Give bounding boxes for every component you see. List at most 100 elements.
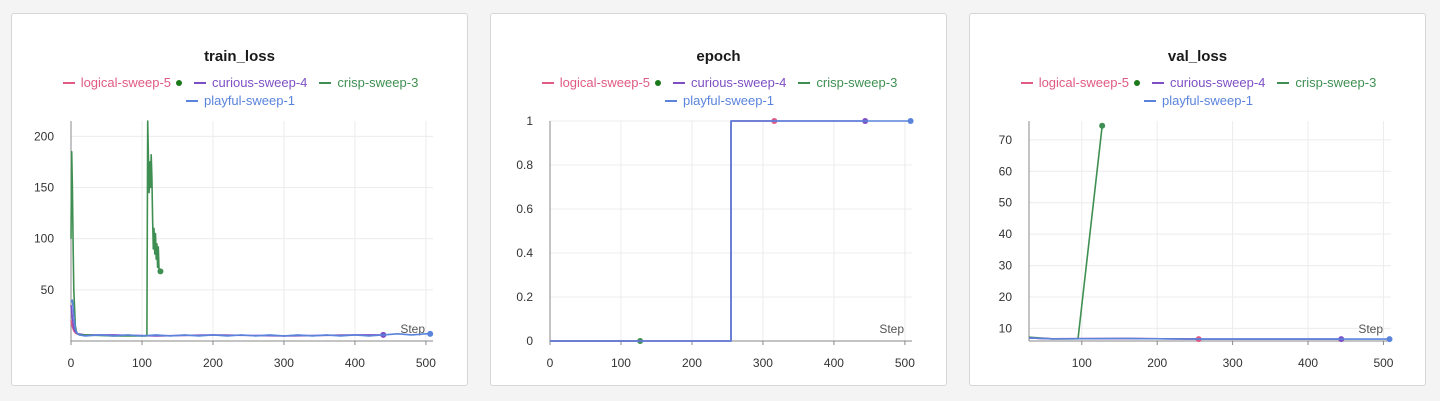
- legend-label: curious-sweep-4: [212, 75, 308, 90]
- legend-label: playful-sweep-1: [203, 93, 296, 108]
- legend-label: logical-sweep-5: [559, 75, 651, 90]
- chart-panel-train-loss[interactable]: 50 100 150 200 0 100 200 300 400 500 Step train_lo…: [11, 13, 468, 386]
- series-line-playful-sweep-1[interactable]: [1028, 337, 1390, 340]
- y-tick-label: 40: [999, 227, 1013, 241]
- x-tick-label: 500: [416, 356, 436, 370]
- chart-svg: 0 0.2 0.4 0.6 0.8 1 0 100 200 300 400 500 Step: [516, 114, 915, 370]
- series-end-marker-crisp-sweep-3: [157, 268, 164, 275]
- y-tick-label: 30: [999, 259, 1013, 273]
- x-tick-label: 300: [1223, 356, 1243, 370]
- x-tick-label: 0: [547, 356, 554, 370]
- series-line-crisp-sweep-3[interactable]: [70, 120, 161, 337]
- legend-swatch: [673, 82, 686, 84]
- legend-swatch: [664, 100, 677, 102]
- chart-panel-val-loss[interactable]: 10 20 30 40 50 60 70 100 200 300 400 500 Step val_lo…: [969, 13, 1426, 386]
- chart-title: val_loss: [1167, 48, 1228, 65]
- y-tick-label: 0.6: [516, 202, 533, 216]
- legend-item-crisp-sweep-3[interactable]: crisp-sweep-3: [798, 74, 897, 92]
- legend-label: curious-sweep-4: [1170, 75, 1266, 90]
- chart-panel-epoch[interactable]: 0 0.2 0.4 0.6 0.8 1 0 100 200 300 400 500 Step epoch…: [490, 13, 947, 386]
- active-run-dot-icon: [655, 80, 662, 86]
- y-tick-label: 0.2: [516, 290, 533, 304]
- legend-label: playful-sweep-1: [682, 93, 775, 108]
- legend-swatch: [185, 100, 198, 102]
- x-tick-label: 500: [1373, 356, 1393, 370]
- y-tick-label: 0: [526, 334, 533, 348]
- legend-swatch: [62, 82, 75, 84]
- chart-legend: logical-sweep-5 curious-sweep-4 crisp-swee…: [990, 74, 1407, 110]
- legend-swatch: [1143, 100, 1156, 102]
- chart-svg: 10 20 30 40 50 60 70 100 200 300 400 500 Step: [999, 121, 1394, 370]
- legend-label: curious-sweep-4: [691, 75, 787, 90]
- x-tick-label: 100: [1072, 356, 1092, 370]
- series-line-curious-sweep-4[interactable]: [550, 120, 866, 342]
- legend-swatch: [541, 82, 554, 84]
- y-tick-label: 50: [999, 196, 1013, 210]
- legend-item-logical-sweep-5[interactable]: logical-sweep-5: [1020, 74, 1141, 92]
- legend-label: logical-sweep-5: [80, 75, 172, 90]
- x-tick-label: 0: [68, 356, 75, 370]
- chart-svg: 50 100 150 200 0 100 200 300 400 500 Step: [34, 120, 436, 370]
- legend-item-playful-sweep-1[interactable]: playful-sweep-1: [664, 92, 775, 110]
- x-tick-label: 400: [1298, 356, 1318, 370]
- y-tick-label: 0.4: [516, 246, 533, 260]
- x-axis-label: Step: [1358, 322, 1383, 336]
- legend-swatch: [1277, 82, 1290, 84]
- legend-swatch: [319, 82, 332, 84]
- legend-label: crisp-sweep-3: [1295, 75, 1377, 90]
- x-tick-label: 200: [682, 356, 702, 370]
- y-tick-label: 1: [526, 114, 533, 128]
- y-tick-label: 0.8: [516, 158, 533, 172]
- x-axis-label: Step: [400, 322, 425, 336]
- x-tick-label: 200: [203, 356, 223, 370]
- chart-legend: logical-sweep-5 curious-sweep-4 crisp-swee…: [511, 74, 928, 110]
- legend-label: playful-sweep-1: [1161, 93, 1254, 108]
- active-run-dot-icon: [176, 80, 183, 86]
- series-line-playful-sweep-1[interactable]: [70, 299, 431, 337]
- y-tick-label: 70: [999, 133, 1013, 147]
- legend-item-curious-sweep-4[interactable]: curious-sweep-4: [673, 74, 786, 92]
- x-tick-label: 100: [132, 356, 152, 370]
- y-tick-label: 50: [41, 283, 55, 297]
- legend-item-playful-sweep-1[interactable]: playful-sweep-1: [1143, 92, 1254, 110]
- x-tick-label: 400: [824, 356, 844, 370]
- y-tick-label: 20: [999, 290, 1013, 304]
- series-end-marker-playful-sweep-1: [907, 118, 914, 124]
- series-line-curious-sweep-4[interactable]: [70, 305, 384, 337]
- y-tick-label: 200: [34, 129, 54, 143]
- legend-swatch: [194, 82, 207, 84]
- legend-swatch: [1020, 82, 1033, 84]
- y-tick-label: 100: [34, 232, 54, 246]
- legend-item-curious-sweep-4[interactable]: curious-sweep-4: [194, 74, 307, 92]
- legend-item-curious-sweep-4[interactable]: curious-sweep-4: [1152, 74, 1265, 92]
- chart-legend: logical-sweep-5 curious-sweep-4 crisp-swee…: [32, 74, 449, 110]
- legend-label: crisp-sweep-3: [337, 75, 419, 90]
- x-tick-label: 100: [611, 356, 631, 370]
- series-line-crisp-sweep-3[interactable]: [1028, 125, 1103, 340]
- y-tick-label: 60: [999, 164, 1013, 178]
- chart-title: epoch: [696, 48, 741, 65]
- legend-item-crisp-sweep-3[interactable]: crisp-sweep-3: [319, 74, 418, 92]
- series-end-marker-playful-sweep-1: [1386, 336, 1393, 343]
- x-tick-label: 300: [274, 356, 294, 370]
- legend-item-logical-sweep-5[interactable]: logical-sweep-5: [541, 74, 662, 92]
- x-tick-label: 200: [1147, 356, 1167, 370]
- x-tick-label: 400: [345, 356, 365, 370]
- series-end-marker-playful-sweep-1: [427, 330, 434, 337]
- series-end-marker-crisp-sweep-3: [1099, 122, 1106, 129]
- legend-item-logical-sweep-5[interactable]: logical-sweep-5: [62, 74, 183, 92]
- legend-item-crisp-sweep-3[interactable]: crisp-sweep-3: [1277, 74, 1376, 92]
- series-line-logical-sweep-5[interactable]: [550, 120, 775, 342]
- legend-label: crisp-sweep-3: [816, 75, 898, 90]
- x-tick-label: 500: [895, 356, 915, 370]
- active-run-dot-icon: [1134, 80, 1141, 86]
- legend-swatch: [1152, 82, 1165, 84]
- series-line-playful-sweep-1[interactable]: [550, 120, 911, 342]
- legend-label: logical-sweep-5: [1038, 75, 1130, 90]
- x-axis-label: Step: [879, 322, 904, 336]
- x-tick-label: 300: [753, 356, 773, 370]
- y-tick-label: 10: [999, 321, 1013, 335]
- y-tick-label: 150: [34, 181, 54, 195]
- chart-title: train_loss: [204, 48, 275, 65]
- legend-item-playful-sweep-1[interactable]: playful-sweep-1: [185, 92, 296, 110]
